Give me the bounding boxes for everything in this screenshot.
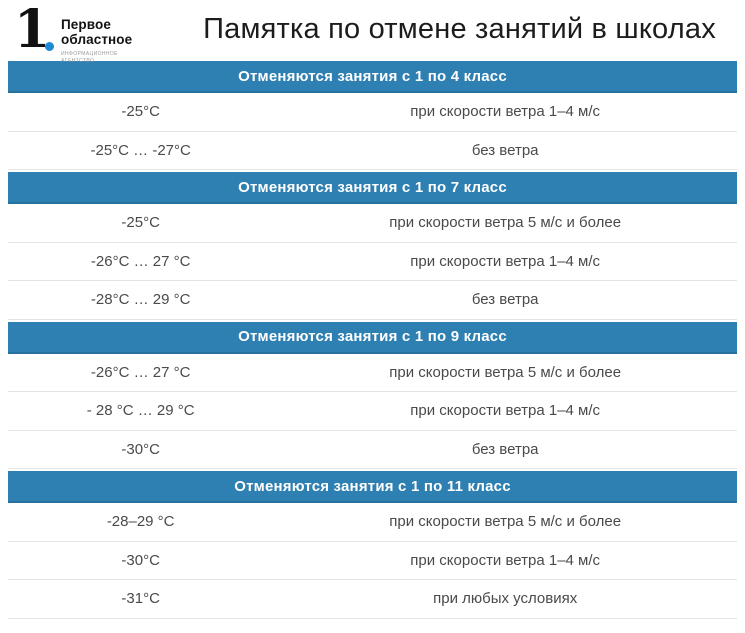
- temperature-cell: -28°C … 29 °C: [90, 291, 191, 309]
- table-row: -25°C при скорости ветра 5 м/с и более: [8, 204, 737, 243]
- condition-cell: без ветра: [471, 291, 539, 309]
- section-header: Отменяются занятия с 1 по 4 класс: [8, 61, 737, 93]
- condition-cell: при скорости ветра 5 м/с и более: [389, 363, 622, 381]
- logo-mark: 1: [14, 0, 54, 60]
- condition-cell: без ветра: [471, 440, 539, 458]
- page-header: 1 Первое областное ИНФОРМАЦИОННОЕ АГЕНТС…: [0, 0, 745, 64]
- logo: 1 Первое областное ИНФОРМАЦИОННОЕ АГЕНТС…: [0, 0, 174, 65]
- table-row: -30°C без ветра: [8, 430, 737, 469]
- section-rows: -25°C при скорости ветра 5 м/с и более -…: [8, 204, 737, 320]
- temperature-cell: -30°C: [121, 551, 160, 569]
- table-row: -31°C при любых условиях: [8, 580, 737, 619]
- condition-cell: при скорости ветра 1–4 м/с: [410, 103, 601, 121]
- section-header: Отменяются занятия с 1 по 11 класс: [8, 471, 737, 503]
- title-area: Памятка по отмене занятий в школах: [174, 0, 745, 58]
- cancellation-table: Отменяются занятия с 1 по 4 класс -25°C …: [8, 61, 737, 619]
- logo-name-line2: областное: [61, 32, 133, 48]
- temperature-cell: -26°C … 27 °C: [90, 252, 191, 270]
- condition-cell: при скорости ветра 1–4 м/с: [410, 402, 601, 420]
- table-row: -25°C при скорости ветра 1–4 м/с: [8, 93, 737, 132]
- logo-dot-icon: [45, 42, 54, 51]
- table-row: -26°C … 27 °C при скорости ветра 1–4 м/с: [8, 242, 737, 281]
- temperature-cell: -25°C … -27°C: [90, 141, 191, 159]
- table-row: -26°C … 27 °C при скорости ветра 5 м/с и…: [8, 353, 737, 392]
- temperature-cell: -26°C … 27 °C: [90, 363, 191, 381]
- table-row: -30°C при скорости ветра 1–4 м/с: [8, 541, 737, 580]
- temperature-cell: -25°C: [121, 103, 160, 121]
- logo-text: Первое областное ИНФОРМАЦИОННОЕ АГЕНТСТВ…: [61, 8, 132, 65]
- table-row: -28°C … 29 °C без ветра: [8, 281, 737, 320]
- section-header: Отменяются занятия с 1 по 7 класс: [8, 172, 737, 204]
- table-row: -25°C … -27°C без ветра: [8, 131, 737, 170]
- condition-cell: при скорости ветра 1–4 м/с: [410, 551, 601, 569]
- table-row: -28–29 °C при скорости ветра 5 м/с и бол…: [8, 503, 737, 542]
- class-section: Отменяются занятия с 1 по 4 класс -25°C …: [8, 61, 737, 170]
- temperature-cell: -28–29 °C: [106, 513, 175, 531]
- condition-cell: при скорости ветра 1–4 м/с: [410, 252, 601, 270]
- logo-digit: 1: [14, 0, 51, 60]
- table-row: - 28 °C … 29 °C при скорости ветра 1–4 м…: [8, 392, 737, 431]
- logo-subtitle: ИНФОРМАЦИОННОЕ АГЕНТСТВО: [61, 51, 132, 65]
- condition-cell: при скорости ветра 5 м/с и более: [389, 214, 622, 232]
- section-rows: -28–29 °C при скорости ветра 5 м/с и бол…: [8, 503, 737, 619]
- logo-name: Первое областное: [61, 17, 132, 47]
- class-section: Отменяются занятия с 1 по 11 класс -28–2…: [8, 471, 737, 619]
- logo-subtitle-line2: АГЕНТСТВО: [61, 57, 95, 64]
- page-title: Памятка по отмене занятий в школах: [203, 12, 716, 45]
- section-rows: -25°C при скорости ветра 1–4 м/с -25°C ……: [8, 93, 737, 170]
- class-section: Отменяются занятия с 1 по 9 класс -26°C …: [8, 321, 737, 469]
- temperature-cell: - 28 °C … 29 °C: [86, 402, 195, 420]
- condition-cell: при любых условиях: [433, 590, 578, 608]
- logo-name-line1: Первое: [61, 17, 111, 32]
- temperature-cell: -30°C: [121, 440, 160, 458]
- temperature-cell: -31°C: [121, 590, 160, 608]
- logo-subtitle-line1: ИНФОРМАЦИОННОЕ: [61, 51, 118, 58]
- section-rows: -26°C … 27 °C при скорости ветра 5 м/с и…: [8, 353, 737, 469]
- temperature-cell: -25°C: [121, 214, 160, 232]
- section-header: Отменяются занятия с 1 по 9 класс: [8, 321, 737, 354]
- class-section: Отменяются занятия с 1 по 7 класс -25°C …: [8, 172, 737, 320]
- condition-cell: без ветра: [471, 141, 539, 159]
- condition-cell: при скорости ветра 5 м/с и более: [389, 513, 622, 531]
